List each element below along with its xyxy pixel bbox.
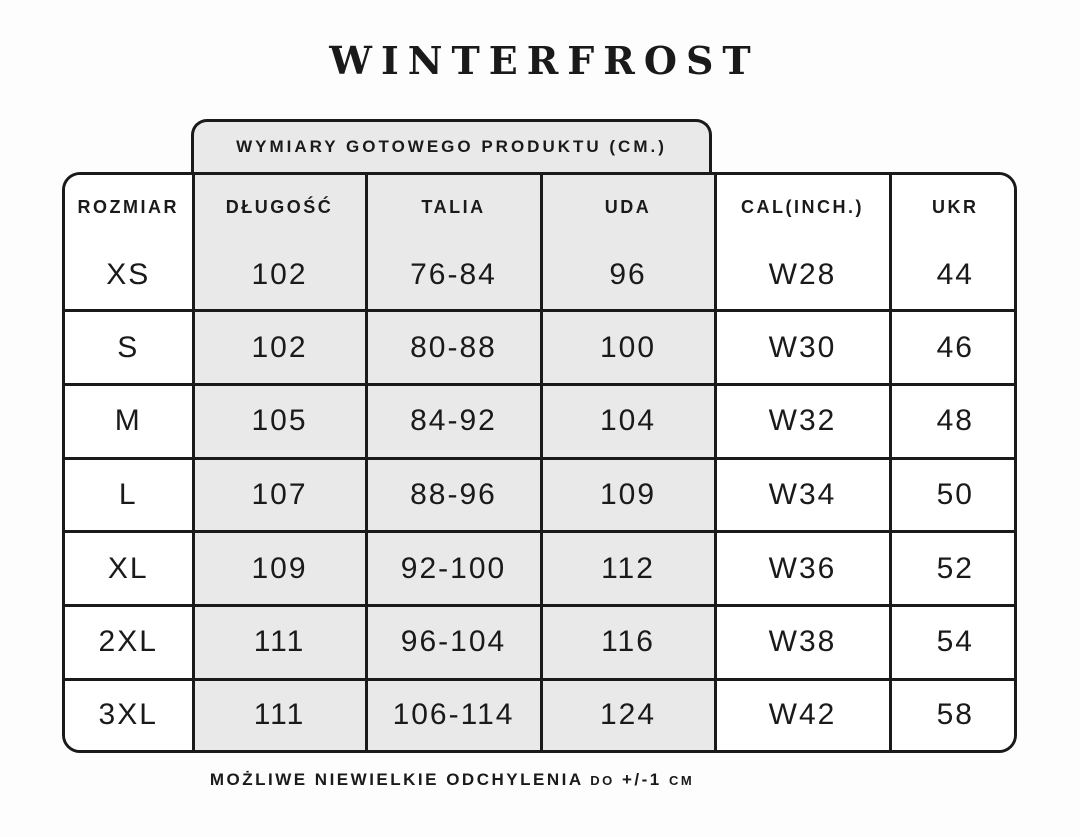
table-row-s: S 102 80-88 100 W30 46 bbox=[65, 309, 1014, 386]
value-cell-talia: 76-84 bbox=[364, 240, 543, 313]
size-cell: S bbox=[65, 309, 195, 386]
value-cell-dlugosc: 102 bbox=[191, 309, 368, 386]
value-cell-cal-inch: W42 bbox=[713, 677, 892, 750]
value-cell-dlugosc: 111 bbox=[191, 677, 368, 750]
value-cell-talia: 84-92 bbox=[364, 382, 543, 460]
value-cell-talia: 88-96 bbox=[364, 456, 543, 534]
brand-title: WINTERFROST bbox=[329, 38, 760, 83]
value-cell-cal-inch: W32 bbox=[713, 382, 892, 460]
table-row-l: L 107 88-96 109 W34 50 bbox=[65, 456, 1014, 534]
value-cell-uda: 104 bbox=[539, 382, 717, 460]
value-cell-cal-inch: W34 bbox=[713, 456, 892, 534]
value-cell-dlugosc: 109 bbox=[191, 530, 368, 608]
value-cell-cal-inch: W36 bbox=[713, 530, 892, 608]
value-cell-cal-inch: W30 bbox=[713, 309, 892, 386]
tolerance-footnote-value: +/-1 bbox=[621, 770, 662, 789]
value-cell-ukr: 50 bbox=[888, 456, 1014, 534]
column-header-uda: UDA bbox=[539, 175, 717, 240]
table-row-3xl: 3XL 111 106-114 124 W42 58 bbox=[65, 677, 1014, 750]
value-cell-cal-inch: W28 bbox=[713, 240, 892, 313]
size-chart-table: ROZMIAR DŁUGOŚĆ TALIA UDA CAL(INCH.) UKR XS 10… bbox=[65, 175, 1014, 750]
cm-measurements-banner: WYMIARY GOTOWEGO PRODUKTU (CM.) bbox=[191, 119, 712, 172]
column-header-rozmiar: ROZMIAR bbox=[65, 175, 195, 240]
cm-measurements-banner-label: WYMIARY GOTOWEGO PRODUKTU (CM.) bbox=[236, 137, 667, 156]
value-cell-uda: 100 bbox=[539, 309, 717, 386]
value-cell-ukr: 54 bbox=[888, 604, 1014, 681]
value-cell-uda: 112 bbox=[539, 530, 717, 608]
value-cell-uda: 109 bbox=[539, 456, 717, 534]
size-chart-table-container: ROZMIAR DŁUGOŚĆ TALIA UDA CAL(INCH.) UKR XS 10… bbox=[62, 172, 1017, 753]
value-cell-talia: 80-88 bbox=[364, 309, 543, 386]
value-cell-uda: 124 bbox=[539, 677, 717, 750]
size-cell: 2XL bbox=[65, 604, 195, 681]
value-cell-uda: 96 bbox=[539, 240, 717, 313]
column-header-talia: TALIA bbox=[364, 175, 543, 240]
value-cell-ukr: 44 bbox=[888, 240, 1014, 313]
value-cell-cal-inch: W38 bbox=[713, 604, 892, 681]
value-cell-ukr: 46 bbox=[888, 309, 1014, 386]
value-cell-uda: 116 bbox=[539, 604, 717, 681]
size-cell: XS bbox=[65, 240, 195, 313]
value-cell-dlugosc: 102 bbox=[191, 240, 368, 313]
value-cell-dlugosc: 111 bbox=[191, 604, 368, 681]
tolerance-footnote-main: MOŻLIWE NIEWIELKIE ODCHYLENIA bbox=[209, 770, 583, 789]
value-cell-talia: 106-114 bbox=[364, 677, 543, 750]
value-cell-ukr: 48 bbox=[888, 382, 1014, 460]
value-cell-talia: 96-104 bbox=[364, 604, 543, 681]
value-cell-dlugosc: 105 bbox=[191, 382, 368, 460]
value-cell-dlugosc: 107 bbox=[191, 456, 368, 534]
table-row-xs: XS 102 76-84 96 W28 44 bbox=[65, 240, 1014, 313]
table-row-m: M 105 84-92 104 W32 48 bbox=[65, 382, 1014, 460]
table-row-2xl: 2XL 111 96-104 116 W38 54 bbox=[65, 604, 1014, 681]
tolerance-footnote-cm: CM bbox=[668, 773, 695, 788]
size-cell: M bbox=[65, 382, 195, 460]
table-header-row: ROZMIAR DŁUGOŚĆ TALIA UDA CAL(INCH.) UKR bbox=[65, 175, 1014, 240]
size-cell: L bbox=[65, 456, 195, 534]
value-cell-ukr: 58 bbox=[888, 677, 1014, 750]
column-header-dlugosc: DŁUGOŚĆ bbox=[191, 175, 368, 240]
size-cell: XL bbox=[65, 530, 195, 608]
tolerance-footnote: MOŻLIWE NIEWIELKIE ODCHYLENIA DO +/-1 CM bbox=[132, 770, 772, 790]
table-row-xl: XL 109 92-100 112 W36 52 bbox=[65, 530, 1014, 608]
value-cell-ukr: 52 bbox=[888, 530, 1014, 608]
tolerance-footnote-do: DO bbox=[590, 773, 615, 788]
size-cell: 3XL bbox=[65, 677, 195, 750]
value-cell-talia: 92-100 bbox=[364, 530, 543, 608]
column-header-cal-inch: CAL(INCH.) bbox=[713, 175, 892, 240]
column-header-ukr: UKR bbox=[888, 175, 1014, 240]
